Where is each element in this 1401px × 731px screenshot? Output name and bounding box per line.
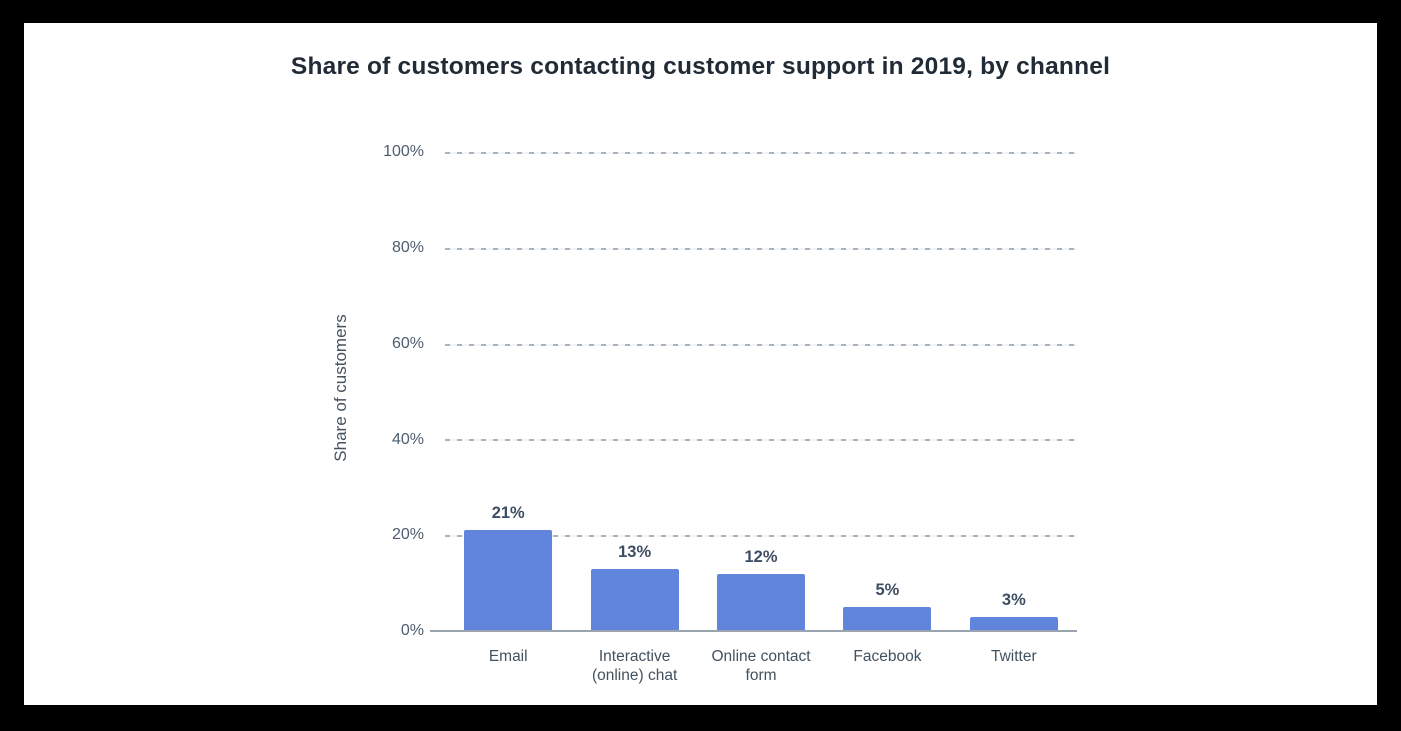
bar-group-online-contact-form: 12% — [698, 152, 824, 631]
bar-value-online-contact-form: 12% — [744, 547, 778, 566]
plot-area: 21% 13% 12% 5% 3% — [445, 152, 1077, 631]
x-axis-line — [430, 630, 1077, 632]
bar-group-twitter: 3% — [951, 152, 1077, 631]
bars-container: 21% 13% 12% 5% 3% — [445, 152, 1077, 631]
bar-value-interactive-chat: 13% — [618, 542, 652, 561]
gridline-80 — [445, 248, 1077, 250]
y-tick-60: 60% — [391, 335, 424, 352]
x-label-twitter: Twitter — [991, 648, 1037, 665]
bar-interactive-chat — [590, 568, 679, 631]
bar-value-email: 21% — [491, 504, 525, 523]
x-axis-labels: Email Interactive (online) chat Online c… — [445, 647, 1077, 685]
bar-group-email: 21% — [445, 152, 571, 631]
bar-email — [464, 530, 553, 631]
y-tick-20: 20% — [391, 526, 424, 543]
y-tick-80: 80% — [391, 239, 424, 256]
gridline-40 — [445, 439, 1077, 441]
chart-title: Share of customers contacting customer s… — [290, 53, 1111, 80]
x-label-online-contact-form: Online contact form — [711, 648, 811, 684]
y-tick-0: 0% — [400, 622, 424, 639]
x-label-email: Email — [488, 648, 528, 665]
bar-online-contact-form — [717, 573, 806, 631]
y-tick-100: 100% — [383, 143, 424, 160]
bar-facebook — [843, 607, 932, 631]
gridline-60 — [445, 344, 1077, 346]
bar-group-facebook: 5% — [824, 152, 950, 631]
bar-value-facebook: 5% — [875, 581, 900, 600]
gridline-100 — [445, 152, 1077, 154]
bar-twitter — [969, 616, 1058, 631]
gridline-20 — [445, 535, 1077, 537]
bar-group-interactive-chat: 13% — [571, 152, 697, 631]
y-tick-40: 40% — [391, 431, 424, 448]
chart-card — [24, 23, 1377, 705]
x-label-facebook: Facebook — [853, 648, 922, 665]
bar-value-twitter: 3% — [1001, 590, 1026, 609]
x-label-interactive-chat: Interactive (online) chat — [591, 648, 678, 684]
